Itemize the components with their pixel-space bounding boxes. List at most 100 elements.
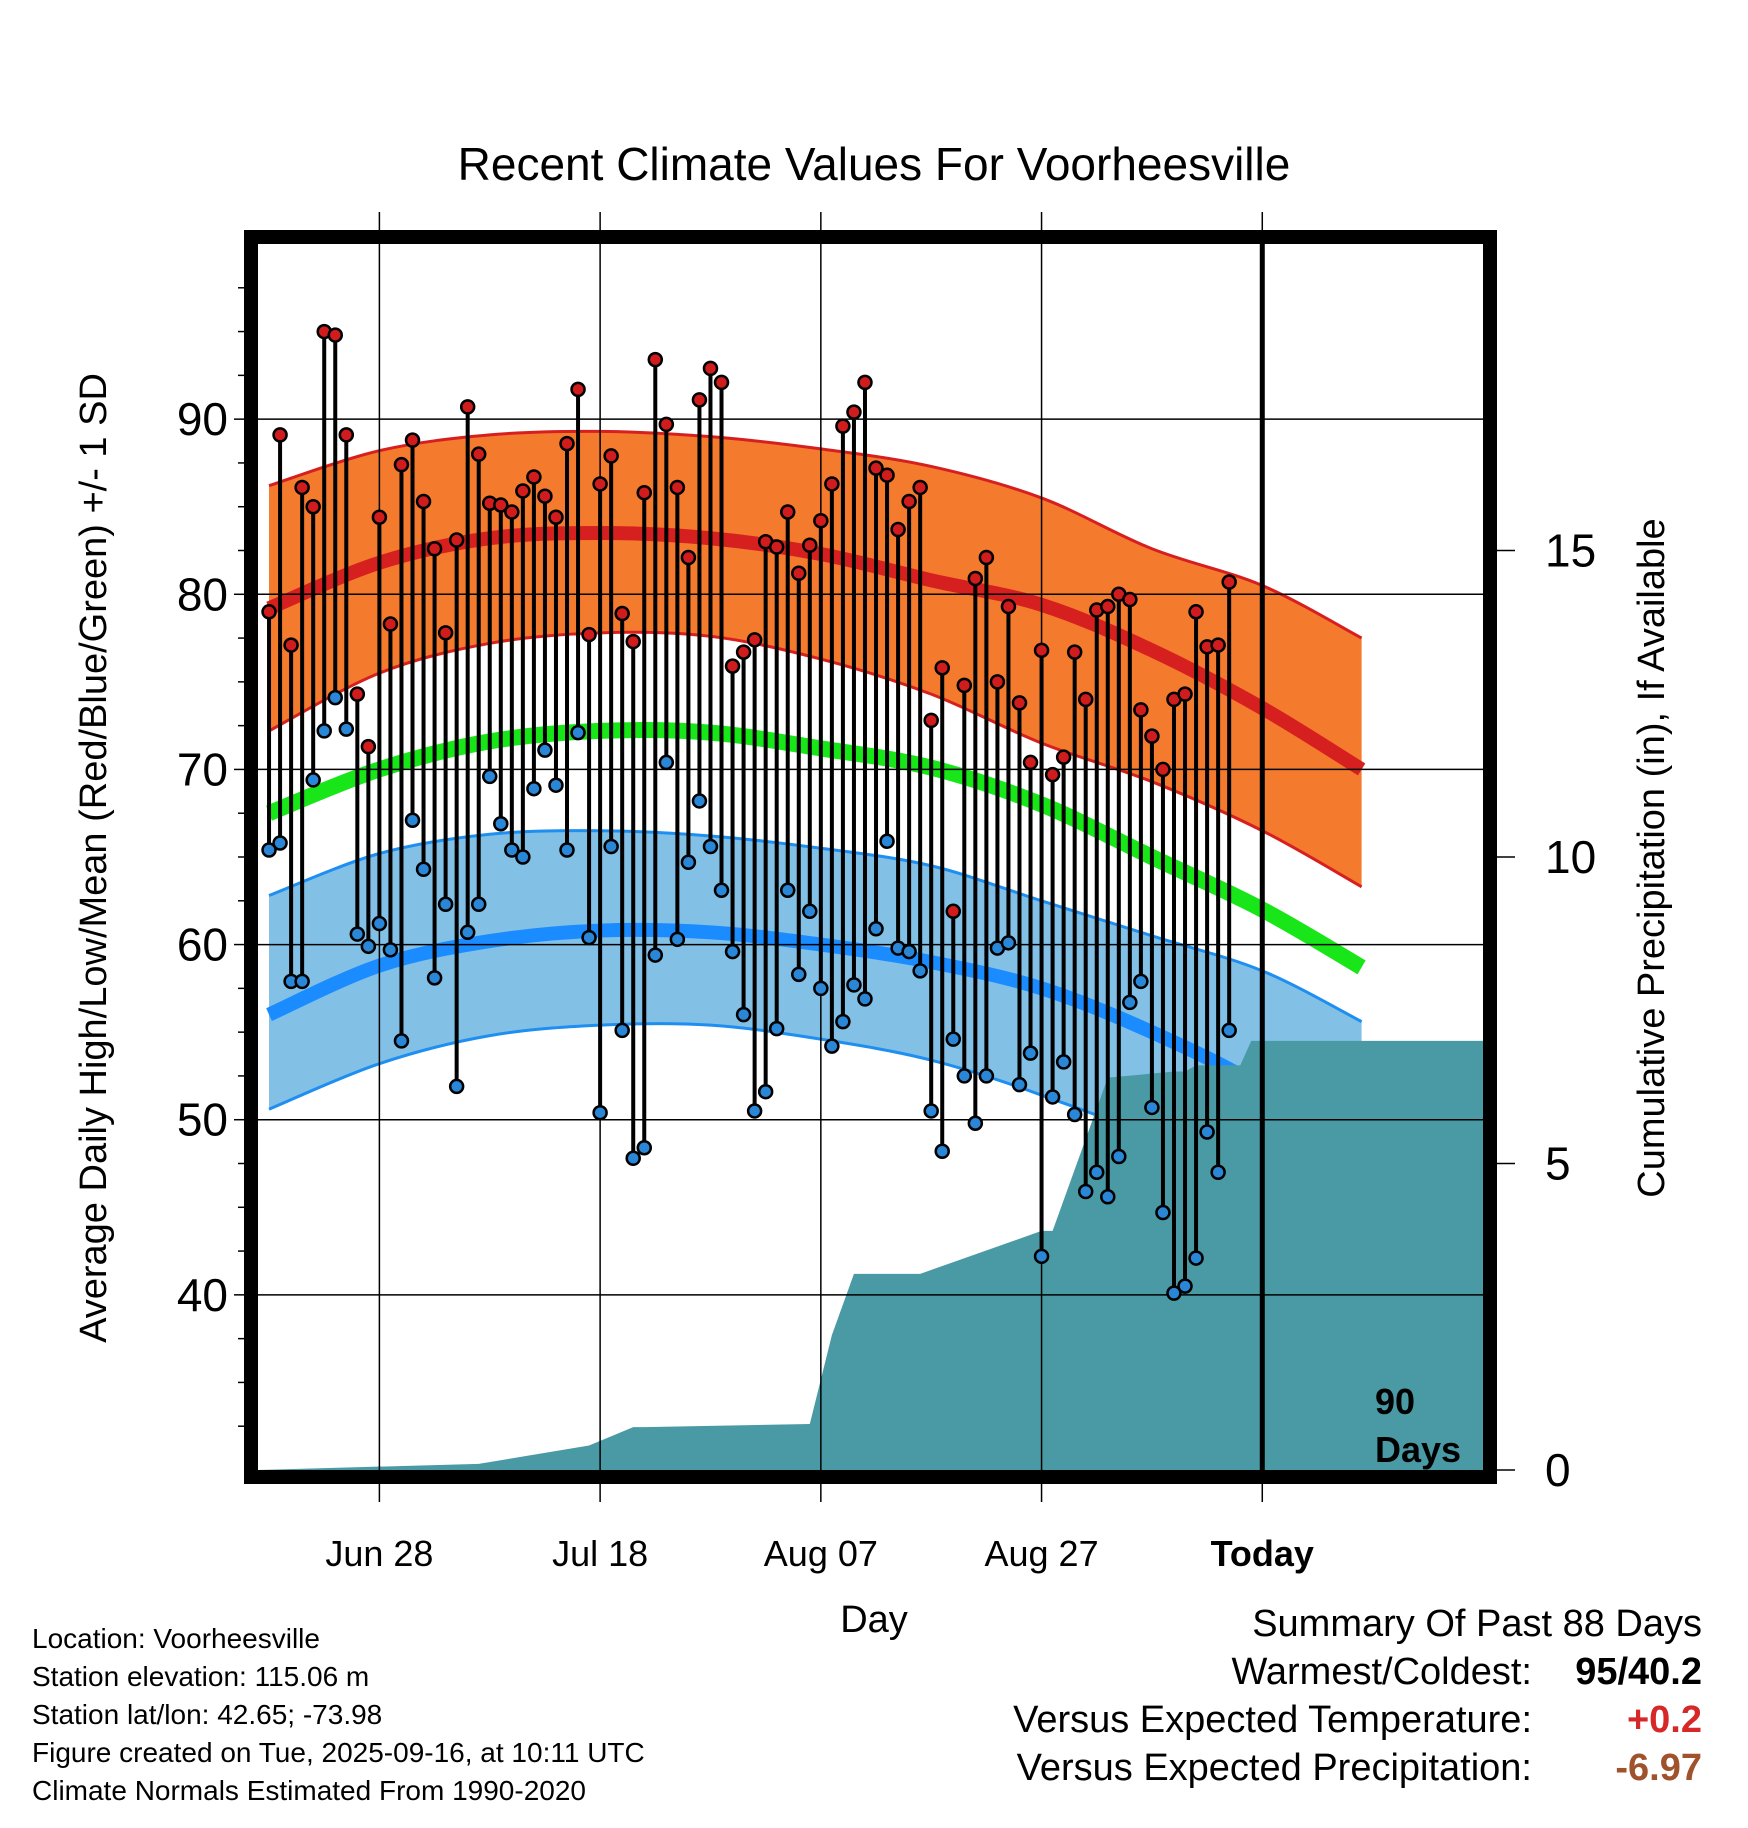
daily-high-point — [669, 479, 686, 496]
daily-high-point — [934, 660, 950, 676]
daily-high-point — [1210, 637, 1226, 653]
plot-frame — [244, 230, 1497, 1484]
daily-low-point — [1144, 1099, 1160, 1116]
daily-high-point — [349, 686, 366, 702]
daily-high-point — [570, 381, 586, 398]
daily-high-point — [824, 476, 840, 492]
daily-low-point — [757, 1083, 774, 1100]
y-tick-label: 40 — [177, 1269, 228, 1321]
daily-high-point — [448, 532, 465, 548]
daily-high-point — [746, 632, 763, 648]
daily-low-point — [802, 903, 818, 920]
daily-high-point — [537, 488, 553, 504]
daily-low-point — [515, 849, 531, 865]
daily-high-point — [846, 404, 862, 420]
daily-high-point — [272, 427, 288, 443]
daily-low-point — [1011, 1076, 1028, 1093]
daily-high-point — [967, 570, 984, 587]
daily-low-point — [1066, 1106, 1083, 1123]
daily-low-point — [360, 938, 377, 955]
daily-low-point — [735, 1006, 752, 1023]
daily-low-point — [658, 754, 675, 771]
daily-low-point — [404, 812, 421, 828]
daily-high-point — [857, 374, 873, 391]
summary-precip-row: Versus Expected Precipitation: -6.97 — [802, 1744, 1702, 1792]
daily-high-point — [779, 504, 796, 520]
high-sd-band — [269, 431, 1362, 887]
daily-low-point — [493, 815, 509, 832]
daily-high-point — [912, 479, 928, 496]
daily-high-point — [614, 605, 630, 622]
daily-high-point — [989, 674, 1006, 690]
daily-low-point — [680, 854, 697, 871]
grid — [258, 244, 1483, 1470]
daily-high-point — [426, 540, 443, 557]
daily-high-point — [603, 448, 619, 464]
daily-high-point — [371, 509, 388, 525]
daily-high-point — [978, 549, 995, 566]
daily-high-point — [548, 509, 564, 525]
daily-low-point — [956, 1068, 973, 1084]
daily-high-point — [415, 493, 432, 510]
daily-high-point — [791, 565, 807, 582]
daily-high-point — [735, 644, 752, 660]
daily-high-point — [680, 549, 697, 566]
daily-low-point — [272, 835, 288, 851]
daily-high-point — [504, 504, 520, 520]
daily-low-point — [371, 915, 388, 932]
daily-low-point — [548, 777, 564, 793]
daily-high-point — [338, 427, 355, 443]
daily-low-point — [437, 896, 454, 913]
summary-warmest-value: 95/40.2 — [1575, 1651, 1702, 1693]
daily-low-point — [1055, 1054, 1072, 1070]
daily-low-point — [768, 1020, 785, 1037]
daily-low-point — [702, 838, 719, 855]
daily-low-point — [338, 721, 355, 737]
daily-low-point — [912, 963, 928, 979]
info-latlon: Station lat/lon: 42.65; -73.98 — [32, 1699, 383, 1730]
daily-low-point — [846, 977, 862, 993]
info-location: Location: Voorheesville — [32, 1623, 320, 1654]
daily-low-point — [448, 1078, 465, 1095]
daily-high-point — [1155, 761, 1171, 778]
today-days-label-2: Days — [1375, 1429, 1461, 1470]
daily-low-point — [1111, 1148, 1127, 1165]
summary-temp-label: Versus Expected Temperature: — [1013, 1699, 1532, 1741]
daily-high-point — [437, 625, 454, 641]
daily-high-point — [813, 512, 829, 529]
daily-high-point — [1044, 766, 1061, 783]
x-tick-label: Aug 07 — [764, 1533, 878, 1574]
chart-title: Recent Climate Values For Voorheesville — [458, 138, 1291, 190]
daily-high-point — [868, 460, 884, 476]
daily-high-point — [360, 738, 377, 755]
daily-high-point — [1033, 642, 1050, 659]
daily-low-point — [945, 1031, 962, 1047]
daily-high-point — [1221, 574, 1237, 590]
daily-low-point — [835, 1013, 851, 1030]
summary-title: Summary Of Past 88 Days — [1252, 1603, 1702, 1645]
daily-high-point — [835, 418, 851, 434]
precip-area — [258, 1040, 1483, 1470]
daily-low-point — [1155, 1204, 1171, 1221]
daily-high-point — [1188, 604, 1204, 620]
daily-high-point — [459, 399, 476, 415]
daily-high-point — [559, 435, 575, 452]
daily-high-point — [327, 327, 344, 343]
daily-low-point — [459, 924, 476, 941]
daily-low-point — [1177, 1278, 1193, 1294]
summary-warmest-label: Warmest/Coldest: — [1231, 1651, 1532, 1693]
daily-low-point — [559, 842, 575, 858]
daily-low-point — [813, 980, 829, 997]
daily-low-point — [636, 1139, 653, 1156]
daily-low-point — [614, 1022, 630, 1039]
info-created: Figure created on Tue, 2025-09-16, at 10… — [32, 1737, 645, 1768]
y-tick-label: 80 — [177, 568, 228, 620]
daily-low-point — [316, 723, 332, 739]
daily-low-point — [482, 768, 498, 785]
precip-tick-label: 5 — [1545, 1138, 1571, 1190]
daily-high-point — [636, 484, 653, 501]
daily-low-point — [978, 1068, 995, 1084]
axes: 40 50 60 70 80 90 0 5 10 15 Jun 28 Jul 18 Aug 07 Aug … — [177, 212, 1596, 1574]
daily-high-point — [1066, 644, 1083, 660]
